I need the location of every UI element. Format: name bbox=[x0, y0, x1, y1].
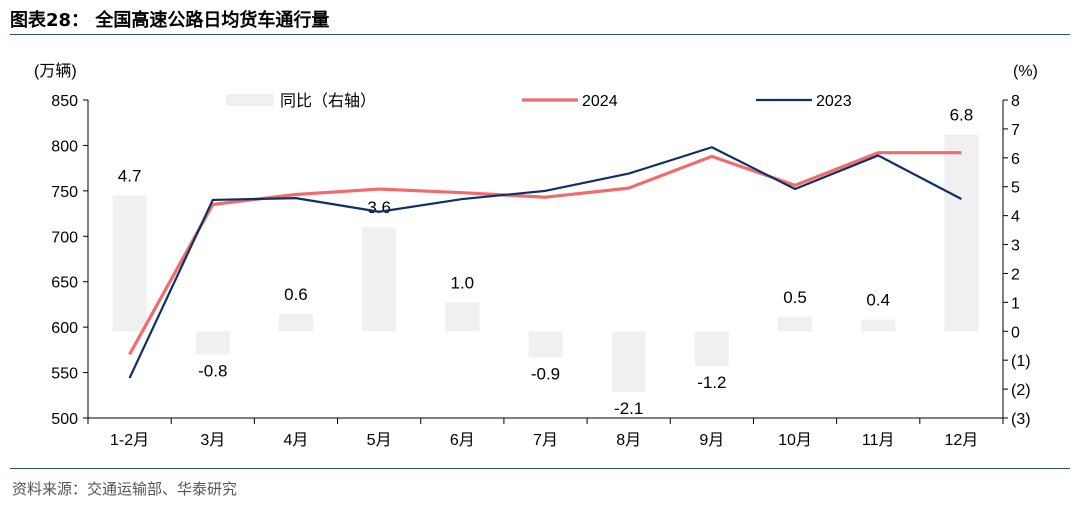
x-axis-tick-label: 10月 bbox=[778, 432, 812, 449]
x-axis-tick-label: 8月 bbox=[616, 432, 641, 449]
x-axis-tick-label: 4月 bbox=[284, 432, 309, 449]
x-axis-tick-label: 1-2月 bbox=[110, 432, 149, 449]
right-axis-tick-label: 3 bbox=[1011, 238, 1020, 255]
legend-swatch-yoy bbox=[226, 94, 274, 106]
x-axis-tick-label: 11月 bbox=[862, 432, 895, 449]
right-axis-tick-label: (2) bbox=[1011, 382, 1031, 399]
right-axis-tick-label: 0 bbox=[1011, 324, 1020, 341]
bar-value-label: -1.2 bbox=[697, 373, 726, 392]
left-axis-unit: (万辆) bbox=[34, 62, 77, 80]
x-axis-tick-label: 7月 bbox=[533, 432, 558, 449]
x-axis-tick-label: 6月 bbox=[450, 432, 475, 449]
x-axis-tick-label: 9月 bbox=[699, 432, 724, 449]
chart-canvas: 4.7-0.80.63.61.0-0.9-2.1-1.20.5 0.46.8 50… bbox=[34, 62, 1038, 449]
right-axis-tick-label: 4 bbox=[1011, 209, 1020, 226]
bar-value-label: -0.8 bbox=[198, 361, 227, 380]
left-axis-tick-label: 800 bbox=[51, 138, 78, 155]
yoy-bar bbox=[112, 195, 147, 332]
left-axis-tick-label: 500 bbox=[51, 411, 78, 428]
left-axis-tick-label: 700 bbox=[51, 229, 78, 246]
right-axis-tick-label: 2 bbox=[1011, 266, 1020, 283]
left-axis-tick-label: 550 bbox=[51, 366, 78, 383]
bar-value-label: -2.1 bbox=[614, 399, 643, 418]
left-axis-tick-label: 750 bbox=[51, 184, 78, 201]
yoy-bar bbox=[278, 313, 313, 332]
left-axis-tick-label: 650 bbox=[51, 275, 78, 292]
chart-title: 图表28： 全国高速公路日均货车通行量 bbox=[10, 10, 330, 31]
yoy-bar bbox=[362, 227, 397, 332]
yoy-bar bbox=[528, 331, 563, 358]
x-axis-tick-label: 12月 bbox=[945, 432, 979, 449]
right-axis-tick-label: 7 bbox=[1011, 122, 1020, 139]
bar-value-label: 1.0 bbox=[450, 273, 474, 292]
source-note: 资料来源：交通运输部、华泰研究 bbox=[12, 480, 238, 498]
left-axis-tick-label: 600 bbox=[51, 320, 78, 337]
series-line-2023 bbox=[128, 146, 962, 379]
series-line-2024 bbox=[128, 151, 962, 356]
yoy-bar bbox=[944, 134, 979, 332]
footer-divider bbox=[10, 468, 1070, 469]
legend-label-2023: 2023 bbox=[816, 93, 852, 110]
right-axis-unit: (%) bbox=[1013, 63, 1038, 80]
legend-label-yoy: 同比（右轴） bbox=[280, 92, 376, 110]
bar-value-label: -0.9 bbox=[531, 364, 560, 383]
right-axis-tick-label: (3) bbox=[1011, 411, 1031, 428]
bar-value-label: 4.7 bbox=[118, 166, 142, 185]
right-axis-tick-label: 1 bbox=[1011, 295, 1020, 312]
title-divider bbox=[10, 34, 1070, 35]
right-axis-tick-label: 5 bbox=[1011, 180, 1020, 197]
yoy-bar bbox=[445, 302, 480, 332]
yoy-bar bbox=[195, 331, 230, 355]
right-axis-tick-label: 8 bbox=[1011, 93, 1020, 110]
bar-value-label: 3.6 bbox=[367, 198, 391, 217]
x-axis-tick-label: 5月 bbox=[367, 432, 392, 449]
right-axis-tick-label: 6 bbox=[1011, 151, 1020, 168]
yoy-bar bbox=[694, 331, 729, 366]
yoy-bar bbox=[611, 331, 646, 392]
bar-value-label: 6.8 bbox=[950, 106, 974, 125]
legend-label-2024: 2024 bbox=[582, 93, 618, 110]
x-axis-tick-label: 3月 bbox=[200, 432, 225, 449]
bar-value-label: 0.5 bbox=[783, 288, 807, 307]
bar-value-label: 0.6 bbox=[284, 285, 308, 304]
bar-value-label: 0.4 bbox=[866, 291, 890, 310]
right-axis-tick-label: (1) bbox=[1011, 353, 1031, 370]
left-axis-tick-label: 850 bbox=[51, 93, 78, 110]
yoy-bar bbox=[778, 316, 813, 332]
yoy-bar bbox=[861, 319, 896, 332]
